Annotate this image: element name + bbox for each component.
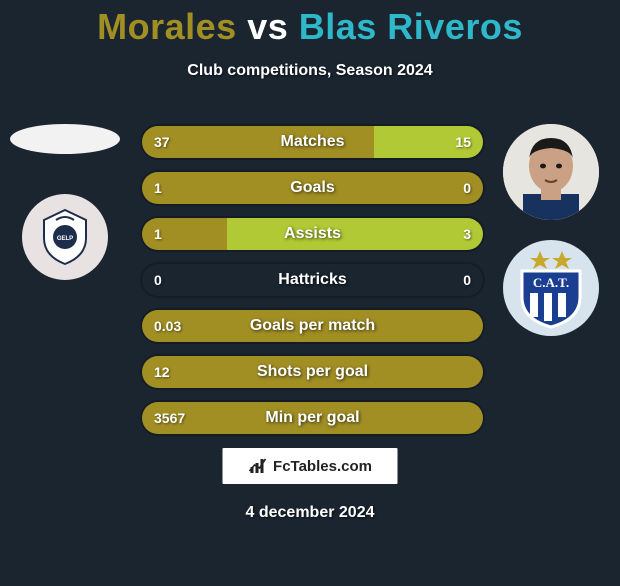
title-left: Morales (97, 6, 237, 47)
svg-text:GELP: GELP (57, 236, 73, 242)
chart-icon (248, 457, 268, 475)
stat-value-right: 0 (463, 272, 471, 288)
stat-value-right: 3 (463, 226, 471, 242)
stat-row: 0.03 Goals per match (140, 308, 485, 344)
stat-label: Goals (290, 179, 334, 197)
left-club-crest: GELP (22, 194, 108, 280)
brand-badge: FcTables.com (223, 448, 398, 484)
stat-row: 1 0 Goals (140, 170, 485, 206)
title-right: Blas Riveros (299, 6, 523, 47)
stat-value-left: 12 (154, 364, 170, 380)
stat-value-right: 0 (463, 180, 471, 196)
stat-label: Assists (284, 225, 341, 243)
right-club-crest: C.A.T. (503, 240, 599, 336)
left-column: GELP (10, 124, 120, 280)
stat-row: 3567 Min per goal (140, 400, 485, 436)
stat-value-left: 1 (154, 226, 162, 242)
right-avatar (503, 124, 599, 220)
stat-row: 1 3 Assists (140, 216, 485, 252)
stat-value-left: 0.03 (154, 318, 181, 334)
bar-right (227, 218, 483, 250)
stat-row: 0 0 Hattricks (140, 262, 485, 298)
subtitle: Club competitions, Season 2024 (0, 62, 620, 80)
stat-label: Min per goal (265, 409, 359, 427)
brand-text: FcTables.com (273, 458, 372, 475)
stat-value-right: 15 (455, 134, 471, 150)
player-face-icon (503, 124, 599, 220)
stat-label: Hattricks (278, 271, 346, 289)
date-text: 4 december 2024 (246, 504, 375, 522)
left-avatar-placeholder (10, 124, 120, 154)
stat-value-left: 0 (154, 272, 162, 288)
stat-row: 37 15 Matches (140, 124, 485, 160)
stat-value-left: 1 (154, 180, 162, 196)
crest-gelp-icon: GELP (34, 206, 96, 268)
svg-text:C.A.T.: C.A.T. (533, 275, 569, 290)
stat-label: Shots per goal (257, 363, 368, 381)
title-vs: vs (247, 6, 288, 47)
stat-row: 12 Shots per goal (140, 354, 485, 390)
crest-cat-icon: C.A.T. (514, 247, 588, 329)
stat-value-left: 37 (154, 134, 170, 150)
stat-value-left: 3567 (154, 410, 185, 426)
stats-table: 37 15 Matches 1 0 Goals 1 3 Assists 0 0 Hattricks 0.… (140, 124, 485, 446)
right-column: C.A.T. (496, 124, 606, 336)
stat-label: Matches (280, 133, 344, 151)
page-title: Morales vs Blas Riveros (0, 6, 620, 48)
stat-label: Goals per match (250, 317, 375, 335)
